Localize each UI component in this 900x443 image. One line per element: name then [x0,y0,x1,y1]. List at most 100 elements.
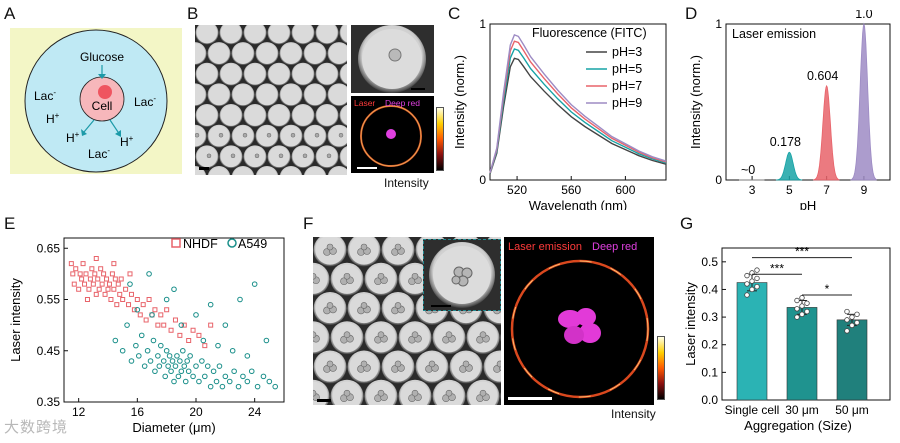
g-data-point [854,311,860,318]
e-point-nhdf [95,276,101,282]
cell-label: Cell [92,99,113,113]
e-point-a549 [152,368,158,375]
e-point-a549 [190,373,196,380]
e-point-nhdf [86,286,92,292]
e-point-nhdf [101,271,107,277]
g-data-point [754,283,760,290]
e-point-a549 [158,342,164,349]
e-point-nhdf [140,302,146,308]
e-point-nhdf [208,322,214,328]
e-point-a549 [172,363,179,369]
e-point-a549 [141,363,148,369]
e-point-a549 [127,281,133,287]
c-xtick-label: 520 [507,183,527,197]
g-data-point [794,297,800,304]
chart-g-bar: 0.0 0.1 0.2 0.3 0.4 0.5 Single cell 30 μm 50 μm *… [683,245,891,433]
e-point-nhdf [89,266,95,272]
e-point-a549 [263,337,270,344]
e-point-a549 [222,322,229,328]
e-ytick-label: 0.55 [37,293,61,307]
h-arrow-right [109,119,119,133]
e-point-nhdf [111,286,117,292]
e-point-nhdf [96,286,102,292]
e-xtick-label: 16 [131,405,145,419]
panel-label-g: G [680,214,694,233]
e-point-a549 [251,281,258,287]
panel-b-laser-image: Laser Deep red [351,96,434,173]
e-legend-entry: NHDF [183,237,218,251]
e-point-a549 [155,353,161,359]
g-data-point [799,311,805,318]
e-point-a549 [207,383,214,390]
watermark-text: 大数跨境 [4,418,69,436]
e-point-a549 [204,363,211,369]
e-point-a549 [128,358,135,364]
panel-b-droplet-array [195,25,347,175]
d-xtick-label: 7 [823,183,830,197]
d-ytick-label: 0 [715,173,722,187]
e-point-a549 [174,353,180,359]
e-point-nhdf [77,271,83,277]
e-point-nhdf [158,312,164,318]
e-point-a549 [196,378,202,385]
e-point-a549 [169,358,176,364]
g-ytick-label: 0.3 [701,310,718,324]
g-ytick-label: 0.4 [701,282,718,296]
e-point-nhdf [111,261,117,267]
e-point-a549 [180,347,186,354]
e-point-nhdf [181,322,187,328]
c-legend-entry: pH=5 [612,62,642,76]
panel-a-diagram: Glucose Cell Lac- Lac- H+ H+ H+ Lac- [10,28,182,174]
f-laser-label: Laser emission [508,241,582,253]
g-data-point [749,278,755,284]
e-point-nhdf [98,266,104,272]
g-data-point [804,300,810,306]
e-ytick-label: 0.65 [37,241,61,255]
e-point-a549 [210,368,217,375]
e-point-nhdf [70,271,76,277]
droplet [500,392,501,401]
e-point-nhdf [177,332,183,338]
e-legend-swatch-nhdf [171,238,181,248]
e-point-a549 [222,373,229,380]
e-point-a549 [248,368,255,375]
e-point-a549 [149,312,155,318]
c-series-line [489,48,667,174]
c-xtick-label: 600 [615,183,635,197]
glucose-label: Glucose [80,50,124,64]
g-bar [786,307,818,401]
e-point-a549 [146,271,152,277]
f-colorbar [657,336,665,400]
e-point-nhdf [84,297,90,302]
e-point-nhdf [68,261,74,267]
e-point-a549 [147,358,154,364]
e-point-a549 [134,306,141,313]
e-ytick-label: 0.45 [37,344,61,358]
e-point-a549 [254,383,261,390]
e-xtick-label: 12 [72,405,86,419]
e-point-a549 [171,286,177,293]
e-point-nhdf [168,327,174,333]
e-point-nhdf [102,291,108,297]
c-legend-entry: pH=9 [612,96,642,110]
e-point-a549 [244,378,251,385]
g-ytick-label: 0.1 [701,365,718,379]
svg-text:H+: H+ [66,130,80,145]
chart-d-laser-emission: 3 5 7 9 0 1 ~0 0.178 0.604 1.0 Laser emission pH Int… [688,10,891,210]
svg-text:Lac-: Lac- [34,88,56,103]
e-point-a549 [185,368,192,375]
e-point-nhdf [155,322,161,328]
e-point-nhdf [79,276,85,282]
svg-text:Lac-: Lac- [88,146,110,161]
panel-label-b: B [187,4,199,23]
e-point-a549 [175,373,182,380]
h-arrow-left [83,119,95,133]
e-point-a549 [229,347,236,354]
g-data-point [799,295,805,301]
g-data-point [754,267,760,273]
c-ytick-label: 1 [479,17,486,31]
g-data-point [799,303,805,309]
d-ylabel: Intensity (norm.) [688,55,703,149]
b-colorbar [436,107,444,171]
c-series-line [489,34,667,173]
